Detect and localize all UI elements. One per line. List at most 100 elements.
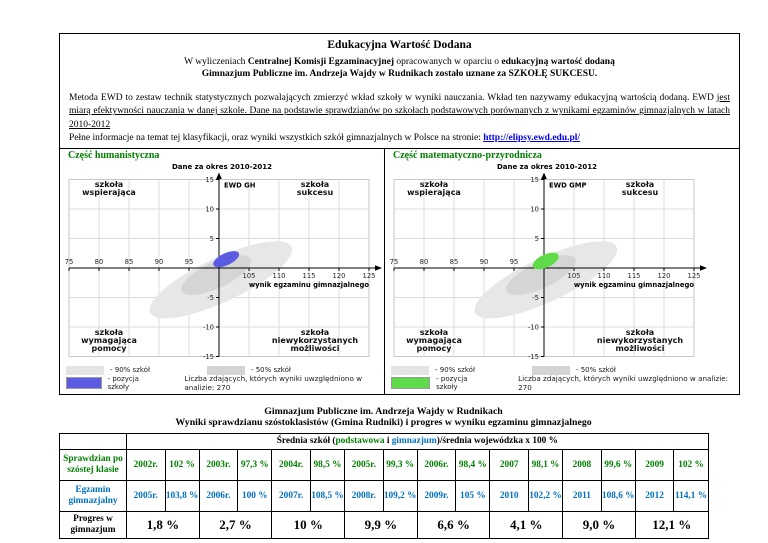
school-position-ellipse: [213, 251, 240, 268]
value-cell: 108,6 %: [600, 480, 636, 512]
x-tick-label: 110: [598, 272, 611, 280]
header-box: Edukacyjna Wartość Dodana W wyliczeniach…: [59, 33, 740, 149]
legend-swatch-90pct: [66, 365, 104, 375]
school-name-title: Gimnazjum Publiczne im. Andrzeja Wajdy w…: [264, 405, 503, 417]
x-tick-label: 125: [688, 272, 701, 280]
value-cell: 105 %: [455, 480, 491, 512]
charts-row: Część humanistyczna Dane za okres 2010-2…: [59, 148, 740, 395]
x-axis-arrow: [375, 265, 382, 271]
quadrant-label-wymagajaca-pomocy: szkoła: [95, 328, 123, 337]
y-axis-arrow: [541, 172, 547, 179]
x-tick-label: 110: [273, 272, 286, 280]
x-tick-label: 115: [628, 272, 641, 280]
ellipse-50pct: [506, 255, 576, 295]
year-cell: 2005r.: [126, 480, 166, 512]
year-cell: 2011: [562, 480, 602, 512]
x-tick-label: 120: [333, 272, 346, 280]
progres-value-cell: 9,0 %: [562, 511, 636, 539]
x-tick-label: 75: [65, 258, 74, 266]
x-tick-label: 95: [510, 258, 519, 266]
legend-label-school-position: - pozycja szkoły: [107, 375, 139, 392]
year-cell: 2009r.: [416, 480, 457, 512]
value-cell: 98,5 %: [309, 449, 346, 481]
y-tick-label: -15: [528, 353, 539, 361]
header-line1-bold-institution: Centralnej Komisji Egzaminacyjnej: [247, 57, 394, 67]
corner-cell: [59, 433, 127, 450]
y-tick-label: -5: [207, 294, 214, 302]
analysis-count-note: Liczba zdających, których wyniki uwzględ…: [184, 374, 363, 393]
progres-value-cell: 4,1 %: [489, 511, 564, 539]
chart-panel-humanistyczna: Część humanistyczna Dane za okres 2010-2…: [60, 149, 384, 394]
quadrant-label-wymagajaca-pomocy: wymagająca: [406, 336, 462, 345]
legend-label-50pct: - 50% szkół: [250, 366, 291, 375]
progres-value-cell: 1,8 %: [126, 511, 200, 539]
column-header-segment: )/średnia wojewódzka x 100 %: [436, 436, 558, 447]
column-header-segment: gimnazjum: [391, 436, 437, 447]
quadrant-label-sukcesu: szkoła: [626, 180, 654, 189]
ewd-website-link[interactable]: http://elipsy.ewd.edu.pl/: [483, 133, 581, 144]
chart-title-matematyczno-przyrodnicza: Część matematyczno-przyrodnicza: [393, 149, 542, 161]
year-cell: 2007r.: [271, 480, 311, 512]
x-tick-label: 85: [125, 258, 134, 266]
year-cell: 2008: [562, 449, 602, 481]
x-axis-label: wynik egzaminu gimnazjalnego: [249, 281, 369, 289]
progres-row: Progres w gimnazjum 1,8 % 2,7 % 10 % 9,9 % 6,…: [59, 511, 709, 539]
egzamin-row: Egzamin gimnazjalny 2005r. 103,8 % 2006r. 10…: [59, 480, 709, 512]
method-paragraph-underlined: jest miarą efektywności nauczania w dane…: [69, 92, 730, 130]
y-tick-label: -5: [532, 294, 539, 302]
table-titles: Gimnazjum Publiczne im. Andrzeja Wajdy w…: [59, 406, 708, 429]
chart-subtitle: Dane za okres 2010-2012: [171, 162, 273, 171]
legend-label-90pct: - 90% szkół: [110, 366, 150, 375]
year-cell: 2003r.: [198, 449, 239, 481]
row-label: Sprawdzian po szóstej klasie: [59, 449, 127, 481]
year-cell: 2004r.: [271, 449, 311, 481]
progres-value-cell: 12,1 %: [634, 511, 709, 539]
chart-subtitle: Dane za okres 2010-2012: [496, 162, 598, 171]
x-tick-label: 85: [450, 258, 459, 266]
y-tick-label: 5: [535, 235, 539, 243]
column-header-segment: i: [384, 436, 392, 447]
legend-row-2: - pozycja szkoły Liczba zdających, który…: [391, 374, 739, 393]
value-cell: 102,2 %: [527, 480, 564, 512]
header-line-2: Gimnazjum Publiczne im. Andrzeja Wajdy w…: [201, 69, 598, 80]
legend-swatch-50pct: [531, 365, 570, 375]
x-tick-label: 90: [480, 258, 489, 266]
x-tick-label: 75: [390, 258, 399, 266]
column-header-segment: podstawowa: [335, 436, 385, 447]
legend-swatch-school-position: [391, 377, 431, 390]
quadrant-label-sukcesu: szkoła: [301, 180, 329, 189]
year-cell: 2007: [489, 449, 529, 481]
y-axis-name: EWD GH: [224, 181, 256, 189]
value-cell: 98,4 %: [455, 449, 491, 481]
x-tick-label: 95: [185, 258, 194, 266]
value-cell: 103,8 %: [164, 480, 200, 512]
quadrant-label-wymagajaca-pomocy: pomocy: [416, 344, 452, 353]
results-table: Średnia szkół (podstawowa i gimnazjum)/ś…: [59, 433, 709, 539]
year-cell: 2012: [634, 480, 675, 512]
legend-row-2: - pozycja szkoły Liczba zdających, który…: [66, 374, 384, 393]
value-cell: 97,3 %: [237, 449, 273, 481]
page-title: Edukacyjna Wartość Dodana: [327, 39, 472, 51]
y-tick-label: 10: [205, 205, 214, 213]
header-line1-bold-ewd: edukacyjną wartość dodaną: [501, 57, 615, 67]
value-cell: 108,5 %: [309, 480, 346, 512]
quadrant-label-wspierajaca: szkoła: [95, 180, 123, 189]
header-line1-text: W wyliczeniach: [184, 57, 248, 67]
y-axis-arrow: [216, 172, 222, 179]
year-cell: 2005r.: [344, 449, 384, 481]
x-axis-label: wynik egzaminu gimnazjalnego: [574, 281, 694, 289]
x-tick-label: 115: [303, 272, 316, 280]
y-tick-label: 10: [530, 205, 539, 213]
x-tick-label: 120: [658, 272, 671, 280]
sprawdzian-row: Sprawdzian po szóstej klasie 2002r. 102 % 2…: [59, 449, 709, 481]
progres-value-cell: 6,6 %: [416, 511, 491, 539]
y-tick-label: -10: [203, 323, 214, 331]
quadrant-label-niewykorzystanych: niewykorzystanych: [272, 336, 359, 345]
y-tick-label: 15: [530, 176, 539, 184]
quadrant-label-niewykorzystanych: możliwości: [290, 343, 339, 353]
x-tick-label: 105: [243, 272, 256, 280]
analysis-count-note: Liczba zdających, których wyniki uwzględ…: [518, 374, 729, 393]
x-axis-arrow: [700, 265, 707, 271]
legend-row-1: - 90% szkół - 50% szkół: [391, 364, 739, 377]
